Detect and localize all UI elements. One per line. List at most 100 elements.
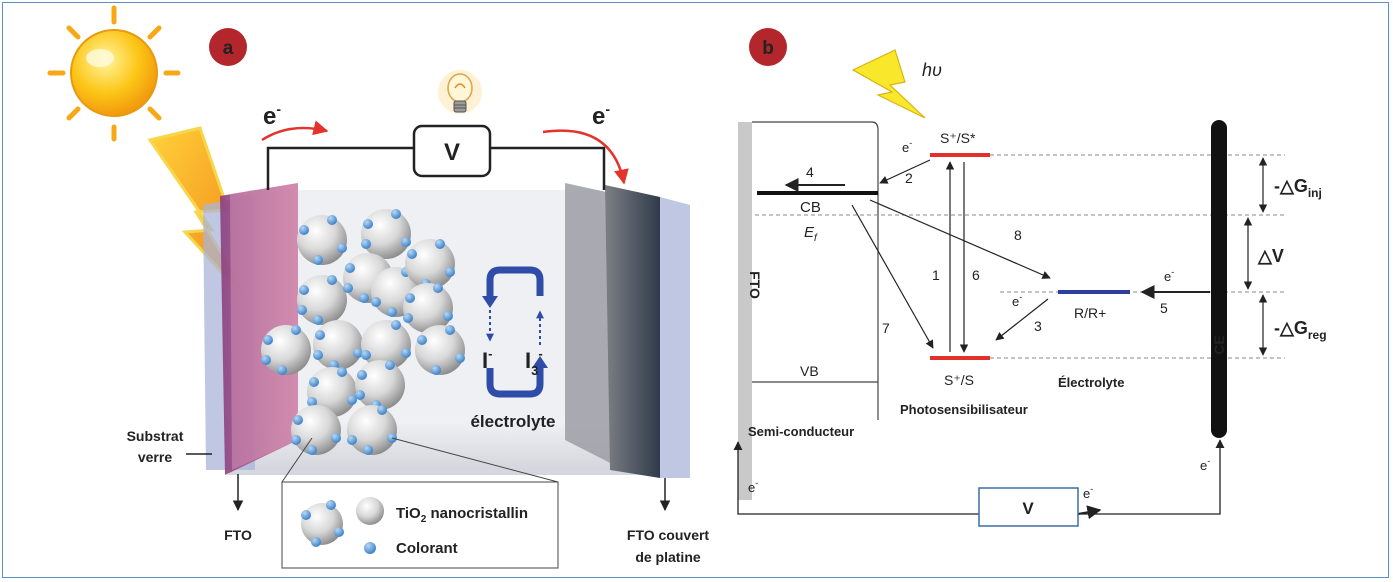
- dye-molecule: [387, 307, 397, 317]
- step-number-1: 1: [932, 267, 940, 283]
- electron-label-left: e-: [263, 101, 281, 130]
- external-circuit: V: [266, 124, 606, 190]
- light-bulb-icon: [438, 70, 482, 114]
- step-number-5: 5: [1160, 300, 1168, 316]
- process-arrows: [784, 159, 1210, 353]
- voltmeter-box: [412, 124, 492, 178]
- dye-molecule: [327, 215, 337, 225]
- dye-molecule: [391, 320, 401, 330]
- cb-label: CB: [800, 199, 821, 216]
- redox-cycle: I- I3- électrolyte: [470, 266, 556, 431]
- voltmeter-box-b: [978, 487, 1079, 527]
- dye-molecule: [401, 348, 411, 358]
- dye-molecule: [307, 397, 317, 407]
- triiodide-label: I3-: [525, 346, 543, 378]
- dye-molecule: [445, 267, 455, 277]
- dye-molecule: [405, 293, 415, 303]
- dye-molecule: [363, 445, 373, 455]
- semiconductor-label: Semi-conducteur: [748, 424, 854, 439]
- electrolyte-label-b: Électrolyte: [1058, 375, 1124, 390]
- redox-label: R/R+: [1074, 305, 1106, 321]
- voltmeter-label-b: V: [1022, 499, 1034, 518]
- dye-molecule: [347, 395, 357, 405]
- dye-molecule: [377, 405, 387, 415]
- electrolyte-label-a: électrolyte: [470, 412, 555, 431]
- photon-bolt-icon: [851, 49, 926, 119]
- dye-molecule: [299, 285, 309, 295]
- dye-molecule: [355, 390, 365, 400]
- energy-brackets: [1243, 157, 1268, 356]
- dye-molecule: [443, 311, 453, 321]
- dye-molecule: [331, 433, 341, 443]
- delta-g-reg-label: -△Greg: [1274, 318, 1327, 342]
- electron-label-b1: e-: [902, 138, 912, 155]
- tio2-particle: [297, 275, 347, 325]
- ce-label: CE: [1211, 335, 1227, 354]
- dye-molecule: [313, 350, 323, 360]
- badge-a-label: a: [223, 38, 234, 59]
- dye-molecule: [433, 283, 443, 293]
- photosensitizer-label: Photosensibilisateur: [900, 402, 1028, 417]
- dye-molecule: [297, 305, 307, 315]
- electron-label-b4: e-: [748, 478, 758, 495]
- dye-molecule: [337, 367, 347, 377]
- legend-dye-icon: [364, 542, 376, 554]
- photon-label: hυ: [922, 60, 942, 80]
- dye-molecule: [343, 283, 353, 293]
- badge-a: a: [209, 28, 247, 66]
- arrow-2-injection: [879, 159, 931, 184]
- dye-molecule: [315, 330, 325, 340]
- dye-molecule: [313, 255, 323, 265]
- vb-label: VB: [800, 363, 819, 379]
- dye-molecule: [435, 239, 445, 249]
- substrate-label-line2: verre: [138, 449, 172, 465]
- arrow-3-regeneration: [995, 298, 1049, 341]
- voltmeter-label: V: [444, 139, 460, 166]
- fto-label-b: FTO: [747, 271, 763, 299]
- electron-label-right: e-: [592, 101, 610, 130]
- tio2-particle: [361, 320, 411, 370]
- electron-label-b6: e-: [1200, 456, 1210, 473]
- dye-molecule: [345, 263, 355, 273]
- electron-flow-right: e-: [542, 101, 629, 185]
- dye-molecule: [455, 353, 465, 363]
- iodide-label: I-: [482, 346, 492, 373]
- dye-molecule: [347, 435, 357, 445]
- step-number-3: 3: [1034, 318, 1042, 334]
- dye-molecule: [361, 239, 371, 249]
- dye-molecule: [291, 325, 301, 335]
- legend-dyed-particle-icon: [301, 500, 344, 547]
- tio2-nanoparticle-cluster: [261, 209, 465, 455]
- step-number-2: 2: [905, 170, 913, 186]
- step-number-8: 8: [1014, 227, 1022, 243]
- glass-substrate-right: [660, 197, 690, 478]
- legend-tio2-icon: [356, 497, 384, 525]
- step-number-7: 7: [882, 320, 890, 336]
- process-step-numbers: 4 2 8 1 6 7 3 5: [806, 164, 1168, 336]
- fto-pt-label-line1: FTO couvert: [627, 527, 710, 543]
- delta-v-label: △V: [1257, 246, 1284, 266]
- dye-molecule: [361, 350, 371, 360]
- legend-a: TiO2 nanocristallin Colorant: [281, 437, 559, 569]
- panel-b: b hυ FTO CB Ef VB Semi-conducteur S⁺/S: [733, 28, 1327, 527]
- dye-molecule: [313, 315, 323, 325]
- semiconductor-box: [752, 121, 879, 420]
- dye-molecule: [309, 377, 319, 387]
- dye-molecule: [371, 297, 381, 307]
- delta-g-inj-label: -△Ginj: [1274, 176, 1322, 200]
- external-circuit-b: V e- e- e-: [733, 439, 1225, 527]
- excited-state-label: S⁺/S*: [940, 130, 976, 146]
- dye-molecule: [445, 325, 455, 335]
- substrate-label-line1: Substrat: [127, 428, 184, 444]
- tio2-particle: [261, 325, 311, 375]
- tio2-particle: [355, 360, 405, 410]
- tio2-particle: [313, 320, 363, 370]
- dye-molecule: [359, 293, 369, 303]
- fto-bar: [738, 122, 752, 500]
- dye-molecule: [407, 249, 417, 259]
- dye-molecule: [337, 243, 347, 253]
- step-number-6: 6: [972, 267, 980, 283]
- badge-b-label: b: [762, 38, 774, 59]
